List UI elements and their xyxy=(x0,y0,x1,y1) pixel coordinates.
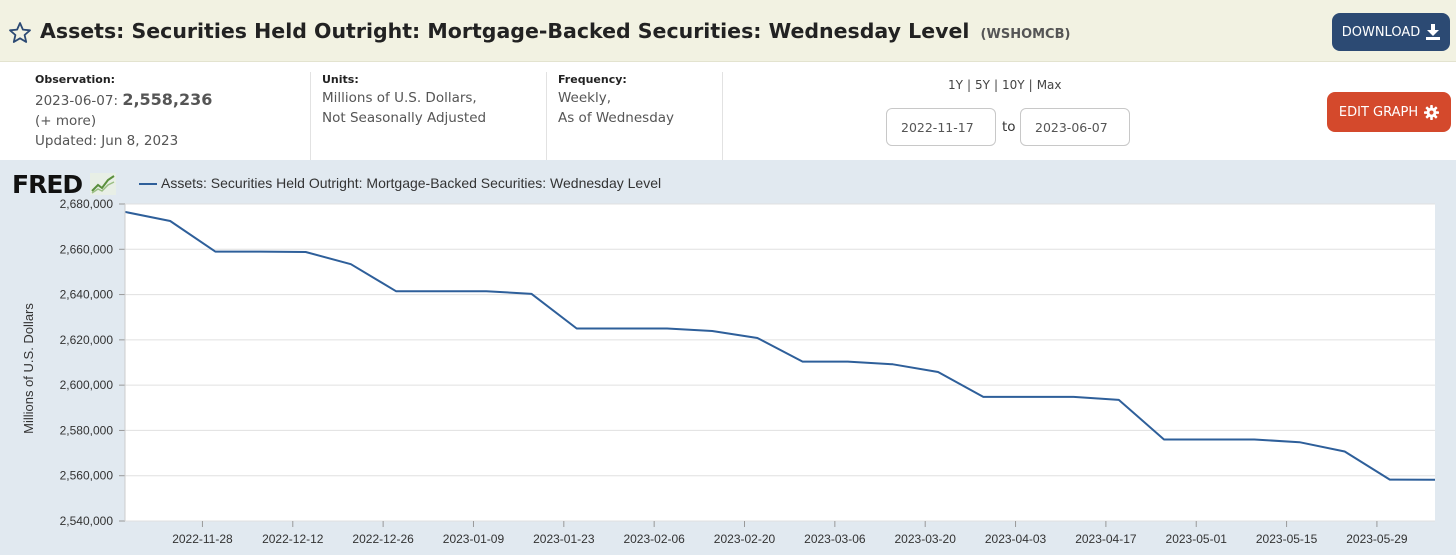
x-tick-label: 2022-11-28 xyxy=(172,532,233,546)
range-selector: 1Y | 5Y | 10Y | Max xyxy=(948,78,1062,92)
fred-logo-graph-icon xyxy=(89,173,116,195)
observation-label: Observation: xyxy=(35,73,116,86)
gear-icon xyxy=(1424,104,1440,120)
range-separator: | xyxy=(966,78,972,92)
series-title: Assets: Securities Held Outright: Mortga… xyxy=(40,19,970,43)
units-label: Units: xyxy=(322,73,359,86)
updated-text: Updated: Jun 8, 2023 xyxy=(35,133,179,149)
range-5y[interactable]: 5Y xyxy=(975,78,990,92)
y-tick-label: 2,640,000 xyxy=(60,288,114,302)
observation-block: Observation: 2023-06-07: 2,558,236 (+ mo… xyxy=(35,62,305,160)
series-line[interactable] xyxy=(124,210,1436,481)
range-max[interactable]: Max xyxy=(1036,78,1062,92)
x-tick-label: 2022-12-12 xyxy=(262,532,324,546)
download-icon xyxy=(1426,24,1441,40)
y-axis-label: Millions of U.S. Dollars xyxy=(21,303,36,434)
frequency-block: Frequency: Weekly, As of Wednesday xyxy=(558,62,718,160)
download-button[interactable]: DOWNLOAD xyxy=(1332,13,1450,51)
star-icon[interactable] xyxy=(8,21,32,45)
x-tick-label: 2023-03-06 xyxy=(804,532,866,546)
edit-graph-button[interactable]: EDIT GRAPH xyxy=(1327,92,1451,132)
observation-date: 2023-06-07: xyxy=(35,93,119,109)
end-date-input[interactable]: 2023-06-07 xyxy=(1020,108,1130,146)
y-tick-label: 2,540,000 xyxy=(60,514,114,528)
y-tick-label: 2,620,000 xyxy=(60,333,114,347)
series-id: (WSHOMCB) xyxy=(980,27,1071,42)
x-tick-label: 2023-05-15 xyxy=(1256,532,1318,546)
series-meta: Observation: 2023-06-07: 2,558,236 (+ mo… xyxy=(0,62,1456,160)
fred-logo[interactable]: FRED xyxy=(12,170,116,199)
observation-line: 2023-06-07: 2,558,236 xyxy=(35,90,212,111)
download-label: DOWNLOAD xyxy=(1341,24,1421,40)
y-tick-label: 2,680,000 xyxy=(60,197,114,211)
divider xyxy=(310,72,311,160)
x-tick-label: 2023-04-03 xyxy=(985,532,1047,546)
edit-graph-label: EDIT GRAPH xyxy=(1338,104,1419,120)
range-1y[interactable]: 1Y xyxy=(948,78,963,92)
x-tick-label: 2023-04-17 xyxy=(1075,532,1137,546)
x-tick-label: 2023-01-23 xyxy=(533,532,595,546)
plot-area xyxy=(125,204,1435,521)
legend-swatch xyxy=(139,183,157,185)
divider xyxy=(722,72,723,160)
y-tick-label: 2,660,000 xyxy=(60,242,114,256)
y-tick-label: 2,580,000 xyxy=(60,423,114,437)
x-tick-label: 2023-02-20 xyxy=(714,532,776,546)
x-tick-label: 2022-12-26 xyxy=(352,532,414,546)
units-line1: Millions of U.S. Dollars, xyxy=(322,90,477,106)
page-title: Assets: Securities Held Outright: Mortga… xyxy=(40,19,1070,43)
frequency-line1: Weekly, xyxy=(558,90,612,106)
range-10y[interactable]: 10Y xyxy=(1002,78,1025,92)
x-tick-label: 2023-03-20 xyxy=(895,532,957,546)
units-line2: Not Seasonally Adjusted xyxy=(322,110,487,126)
fred-logo-text: FRED xyxy=(12,170,83,199)
title-bar: Assets: Securities Held Outright: Mortga… xyxy=(0,0,1456,62)
legend-label: Assets: Securities Held Outright: Mortga… xyxy=(161,175,662,191)
y-tick-label: 2,600,000 xyxy=(60,378,114,392)
frequency-line2: As of Wednesday xyxy=(558,110,675,126)
x-tick-label: 2023-02-06 xyxy=(623,532,685,546)
y-tick-label: 2,560,000 xyxy=(60,469,114,483)
range-separator: | xyxy=(1028,78,1033,92)
units-block: Units: Millions of U.S. Dollars, Not Sea… xyxy=(322,62,542,160)
x-tick-label: 2023-05-01 xyxy=(1166,532,1228,546)
divider xyxy=(546,72,547,160)
more-link[interactable]: (+ more) xyxy=(35,113,97,129)
range-separator: | xyxy=(993,78,999,92)
x-tick-label: 2023-01-09 xyxy=(443,532,505,546)
x-tick-label: 2023-05-29 xyxy=(1346,532,1408,546)
start-date-input[interactable]: 2022-11-17 xyxy=(886,108,996,146)
frequency-label: Frequency: xyxy=(558,73,627,86)
observation-value: 2,558,236 xyxy=(122,90,213,109)
to-label: to xyxy=(1002,119,1016,135)
